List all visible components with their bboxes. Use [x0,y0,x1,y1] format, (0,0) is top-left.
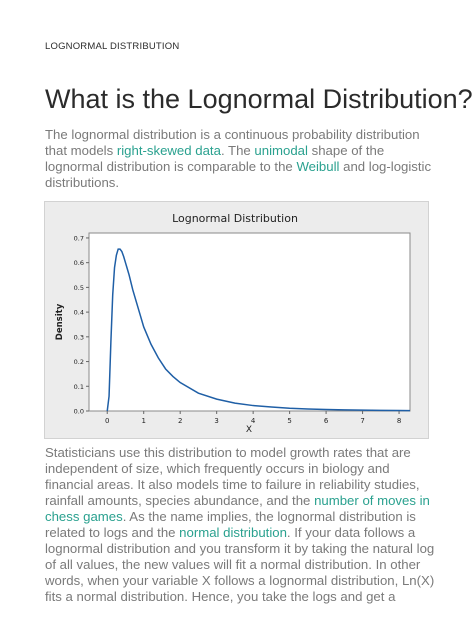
x-axis-label: X [246,425,252,435]
chart-title: Lognormal Distribution [172,212,298,225]
right-skewed-data-link[interactable]: right-skewed data [116,143,221,158]
section-label: LOGNORMAL DISTRIBUTION [45,41,180,52]
page-title: What is the Lognormal Distribution? [45,84,473,114]
y-tick-label: 0.5 [74,284,84,292]
body-text-3: . If your data follows a lognormal distr… [45,525,435,604]
weibull-link[interactable]: Weibull [296,159,340,174]
x-tick-label: 8 [397,417,401,425]
x-tick-label: 0 [105,417,109,425]
x-tick-label: 7 [360,417,364,425]
x-tick-label: 2 [178,417,182,425]
density-curve [106,248,411,412]
plot-area [88,232,411,412]
y-axis-label: Density [55,303,65,340]
y-tick-label: 0.2 [74,358,84,366]
intro-text-2: . The [220,143,255,158]
x-tick-label: 3 [214,417,218,425]
intro-text-3: shape of the lognormal distribution is c… [45,143,385,174]
y-tick-label: 0.3 [74,333,84,341]
y-tick-label: 0.7 [74,234,84,242]
body-text-2: . As the name implies, the lognormal dis… [45,509,416,540]
y-tick-label: 0.4 [74,309,84,317]
intro-text-4: and log-logistic distributions. [45,159,432,190]
axes: 0 1 2 3 4 5 6 7 8 0.0 0.1 0.2 0.3 0.4 0.5 0.6 0.7 [74,234,402,425]
body-text-1: Statisticians use this distribution to m… [45,445,420,508]
x-tick-label: 5 [287,417,291,425]
normal-distribution-link[interactable]: normal distribution [179,525,287,540]
x-tick-label: 1 [141,417,145,425]
x-tick-label: 6 [324,417,329,425]
body-paragraph: Statisticians use this distribution to m… [45,445,440,605]
unimodal-link[interactable]: unimodal [254,143,308,158]
y-tick-label: 0.6 [74,259,84,267]
chess-moves-link[interactable]: number of moves in chess games [45,493,430,524]
intro-paragraph: The lognormal distribution is a continuo… [45,127,440,191]
y-tick-label: 0.0 [74,408,84,416]
y-tick-label: 0.1 [74,383,84,391]
intro-text-1: The lognormal distribution is a continuo… [45,127,420,158]
x-tick-label: 4 [251,417,256,425]
chart-frame: Lognormal Distribution 0 1 2 3 4 5 6 7 8 0.0 0.1 0.… [44,201,429,439]
lognormal-chart: Lognormal Distribution 0 1 2 3 4 5 6 7 8 0.0 0.1 0.… [55,212,411,435]
